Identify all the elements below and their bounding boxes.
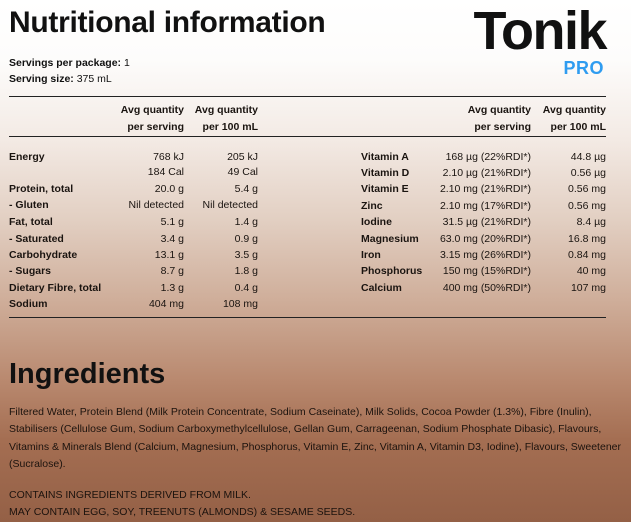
servings-value: 1 [123, 57, 130, 69]
nutrient-serving: 13.1 g [154, 249, 184, 261]
left-header-serving-2: per serving [127, 121, 184, 133]
right-header-serving-1: Avg quantity [467, 104, 531, 116]
vitamin-serving: 3.15 mg (26%RDI*) [439, 249, 531, 261]
table-top-rule [9, 96, 606, 97]
vitamin-name: Vitamin D [361, 167, 410, 179]
vitamin-serving: 2.10 mg (21%RDI*) [439, 183, 531, 195]
nutrient-name: - Saturated [9, 233, 64, 245]
nutrient-per100: 1.8 g [234, 265, 258, 277]
nutrient-serving: 404 mg [148, 298, 184, 310]
nutrient-per100: 108 mg [222, 298, 258, 310]
nutrient-serving: Nil detected [128, 199, 184, 211]
vitamin-serving: 168 µg (22%RDI*) [445, 151, 531, 163]
servings-label: Servings per package: [9, 57, 122, 69]
serving-size-value: 375 mL [76, 73, 112, 85]
vitamin-name: Vitamin E [361, 183, 409, 195]
serving-size: Serving size: 375 mL [9, 73, 112, 85]
vitamin-name: Magnesium [361, 233, 419, 245]
serving-size-label: Serving size: [9, 73, 74, 85]
vitamin-per100: 0.56 mg [568, 200, 606, 212]
vitamin-serving: 400 mg (50%RDI*) [442, 282, 531, 294]
allergen-contains: CONTAINS INGREDIENTS DERIVED FROM MILK. [9, 489, 251, 501]
nutrient-per100: 0.9 g [234, 233, 258, 245]
vitamin-name: Calcium [361, 282, 402, 294]
nutrient-name: - Sugars [9, 265, 52, 277]
servings-per-package: Servings per package: 1 [9, 57, 130, 69]
nutrient-name: Carbohydrate [9, 249, 78, 261]
vitamin-per100: 0.56 µg [570, 167, 606, 179]
nutrient-serving: 184 Cal [147, 166, 184, 178]
vitamin-serving: 2.10 µg (21%RDI*) [442, 167, 531, 179]
nutrient-per100: Nil detected [202, 199, 258, 211]
nutrient-name: Sodium [9, 298, 48, 310]
nutrient-serving: 5.1 g [160, 216, 184, 228]
vitamin-name: Iodine [361, 216, 392, 228]
vitamin-per100: 107 mg [570, 282, 606, 294]
vitamin-serving: 150 mg (15%RDI*) [442, 265, 531, 277]
left-header-100-1: Avg quantity [194, 104, 258, 116]
nutrient-name: - Gluten [9, 199, 49, 211]
vitamin-serving: 2.10 mg (17%RDI*) [439, 200, 531, 212]
vitamin-per100: 0.84 mg [568, 249, 606, 261]
left-header-100-2: per 100 mL [202, 121, 258, 133]
nutrient-name: Dietary Fibre, total [9, 282, 102, 294]
table-header-rule [9, 136, 606, 137]
allergen-may-contain: MAY CONTAIN EGG, SOY, TREENUTS (ALMONDS)… [9, 506, 356, 518]
nutrient-name: Fat, total [9, 216, 53, 228]
vitamin-per100: 16.8 mg [568, 233, 606, 245]
brand-sub-logo: PRO [563, 58, 604, 78]
vitamin-serving: 63.0 mg (20%RDI*) [439, 233, 531, 245]
nutrient-per100: 49 Cal [227, 166, 258, 178]
nutrient-per100: 205 kJ [227, 151, 258, 163]
left-header-serving-1: Avg quantity [120, 104, 184, 116]
nutrient-name: Protein, total [9, 183, 74, 195]
vitamin-name: Zinc [361, 200, 383, 212]
ingredients-text: Filtered Water, Protein Blend (Milk Prot… [9, 406, 621, 470]
page-title: Nutritional information [9, 6, 326, 39]
vitamin-serving: 31.5 µg (21%RDI*) [442, 216, 531, 228]
nutrient-per100: 1.4 g [234, 216, 258, 228]
vitamin-name: Phosphorus [361, 265, 423, 277]
ingredients-heading: Ingredients [9, 358, 166, 390]
vitamin-per100: 0.56 mg [568, 183, 606, 195]
nutrient-serving: 8.7 g [160, 265, 184, 277]
vitamin-per100: 40 mg [576, 265, 606, 277]
nutrient-per100: 5.4 g [234, 183, 258, 195]
right-header-100-2: per 100 mL [550, 121, 606, 133]
table-bottom-rule [9, 317, 606, 318]
nutrient-serving: 20.0 g [154, 183, 184, 195]
nutrient-serving: 1.3 g [160, 282, 184, 294]
vitamin-per100: 8.4 µg [576, 216, 606, 228]
nutrient-name: Energy [9, 151, 45, 163]
nutrient-per100: 3.5 g [234, 249, 258, 261]
vitamin-name: Vitamin A [361, 151, 409, 163]
nutrient-serving: 768 kJ [153, 151, 184, 163]
brand-logo: Tonik [473, 1, 608, 61]
vitamin-name: Iron [361, 249, 381, 261]
nutrient-serving: 3.4 g [160, 233, 184, 245]
vitamin-per100: 44.8 µg [570, 151, 606, 163]
nutrient-per100: 0.4 g [234, 282, 258, 294]
right-header-100-1: Avg quantity [542, 104, 606, 116]
right-header-serving-2: per serving [474, 121, 531, 133]
